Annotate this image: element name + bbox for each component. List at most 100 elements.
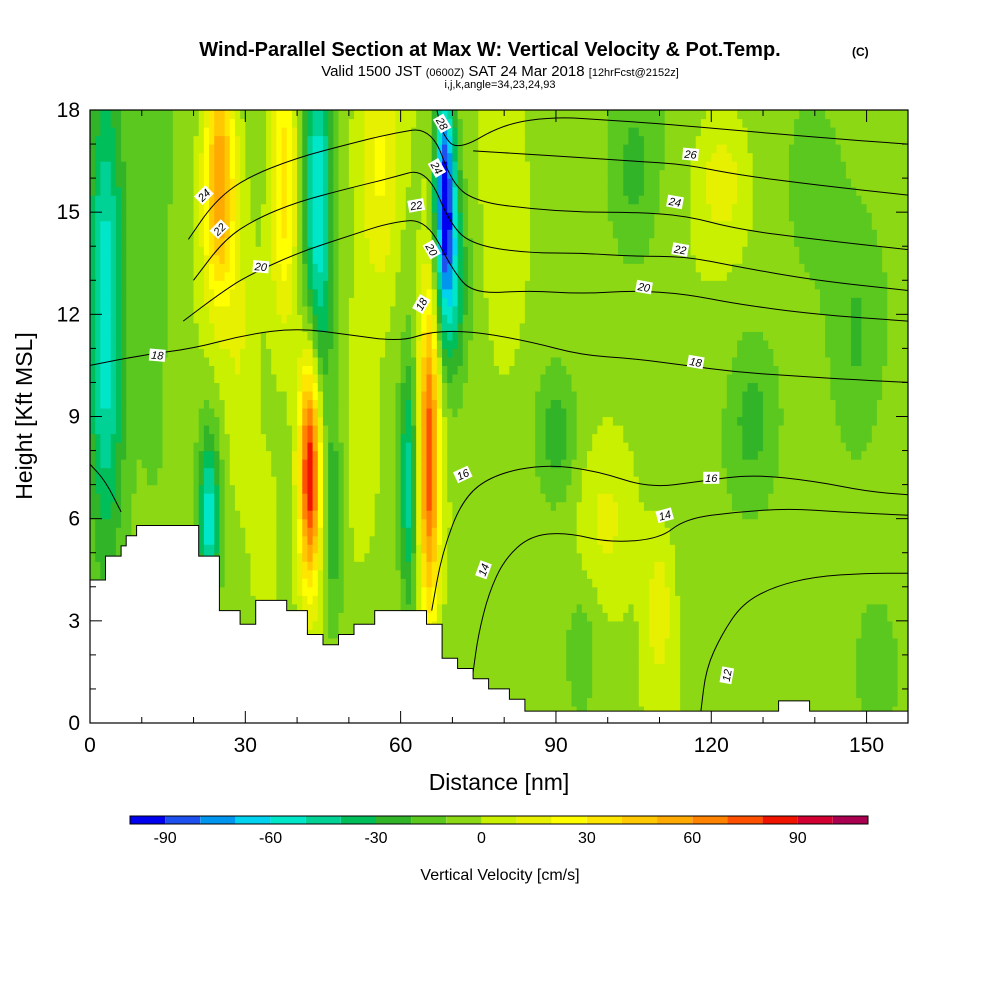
velocity-cell	[131, 365, 138, 375]
velocity-cell	[307, 510, 314, 520]
velocity-cell	[328, 493, 334, 503]
velocity-cell	[410, 152, 417, 162]
velocity-cell	[297, 339, 303, 349]
velocity-cell	[436, 127, 443, 137]
velocity-cell	[338, 433, 345, 443]
velocity-cell	[131, 161, 138, 171]
velocity-cell	[405, 305, 412, 315]
velocity-cell	[141, 178, 148, 188]
velocity-cell	[426, 110, 433, 120]
velocity-cell	[322, 467, 329, 477]
chart-subtitle-indices: i,j,k,angle=34,23,24,93	[444, 79, 555, 91]
velocity-cell	[146, 178, 153, 188]
velocity-cell	[343, 501, 350, 511]
velocity-cell	[224, 322, 231, 332]
velocity-cell	[343, 382, 350, 392]
velocity-cell	[219, 527, 226, 537]
velocity-cell	[416, 390, 422, 401]
velocity-cell	[245, 612, 252, 622]
velocity-cell	[421, 288, 428, 298]
velocity-cell	[167, 127, 174, 137]
velocity-cell	[131, 135, 138, 145]
velocity-cell	[421, 535, 428, 545]
velocity-cell	[343, 246, 350, 256]
velocity-cell	[203, 135, 210, 145]
velocity-cell	[178, 407, 184, 418]
velocity-cell	[390, 127, 397, 137]
velocity-cell	[224, 459, 231, 469]
velocity-cell	[328, 586, 334, 596]
velocity-cell	[198, 229, 205, 239]
velocity-cell	[416, 535, 422, 545]
velocity-cell	[297, 527, 303, 537]
velocity-cell	[343, 425, 350, 435]
velocity-cell	[390, 118, 397, 128]
velocity-cell	[193, 314, 200, 324]
velocity-cell	[198, 237, 205, 247]
velocity-cell	[214, 484, 221, 494]
velocity-cell	[203, 433, 210, 443]
velocity-cell	[395, 271, 402, 281]
velocity-cell	[369, 220, 376, 230]
velocity-cell	[105, 246, 112, 256]
velocity-cell	[152, 476, 158, 486]
velocity-cell	[100, 178, 107, 188]
velocity-cell	[203, 407, 210, 418]
velocity-cell	[297, 518, 303, 528]
velocity-cell	[219, 237, 226, 247]
velocity-cell	[333, 620, 340, 630]
velocity-cell	[333, 305, 340, 315]
velocity-cell	[410, 331, 417, 341]
velocity-cell	[229, 271, 236, 281]
velocity-cell	[146, 135, 153, 145]
velocity-cell	[188, 110, 195, 120]
velocity-cell	[302, 110, 309, 120]
velocity-cell	[141, 484, 148, 494]
velocity-cell	[385, 365, 391, 375]
velocity-cell	[426, 569, 433, 579]
velocity-cell	[229, 450, 236, 460]
velocity-cell	[250, 586, 257, 596]
velocity-cell	[395, 110, 402, 120]
velocity-cell	[105, 178, 112, 188]
velocity-cell	[115, 322, 122, 332]
velocity-cell	[115, 484, 122, 494]
velocity-cell	[354, 510, 360, 520]
velocity-cell	[126, 510, 133, 520]
velocity-cell	[379, 195, 386, 205]
velocity-cell	[297, 442, 303, 452]
velocity-cell	[203, 271, 210, 281]
velocity-cell	[421, 416, 428, 426]
velocity-cell	[193, 390, 200, 401]
velocity-cell	[338, 169, 345, 179]
velocity-cell	[167, 493, 174, 503]
velocity-cell	[266, 569, 272, 579]
velocity-cell	[338, 586, 345, 596]
velocity-cell	[193, 348, 200, 358]
velocity-cell	[317, 373, 324, 384]
chart-subtitle: Valid 1500 JST (0600Z) SAT 24 Mar 2018 […	[321, 63, 679, 80]
velocity-cell	[302, 237, 309, 247]
velocity-cell	[400, 586, 407, 596]
velocity-cell	[286, 365, 293, 375]
velocity-cell	[198, 433, 205, 443]
velocity-cell	[416, 237, 422, 247]
velocity-cell	[110, 527, 117, 537]
velocity-cell	[385, 195, 391, 205]
velocity-cell	[276, 161, 283, 171]
velocity-cell	[369, 152, 376, 162]
velocity-cell	[276, 373, 283, 384]
velocity-cell	[343, 476, 350, 486]
velocity-cell	[167, 203, 174, 213]
velocity-cell	[291, 246, 298, 256]
velocity-cell	[193, 407, 200, 418]
velocity-cell	[162, 186, 169, 196]
velocity-cell	[410, 433, 417, 443]
velocity-cell	[121, 297, 127, 307]
velocity-cell	[447, 586, 454, 596]
velocity-cell	[291, 339, 298, 349]
velocity-cell	[260, 169, 267, 179]
velocity-cell	[260, 493, 267, 503]
velocity-cell	[364, 510, 371, 520]
